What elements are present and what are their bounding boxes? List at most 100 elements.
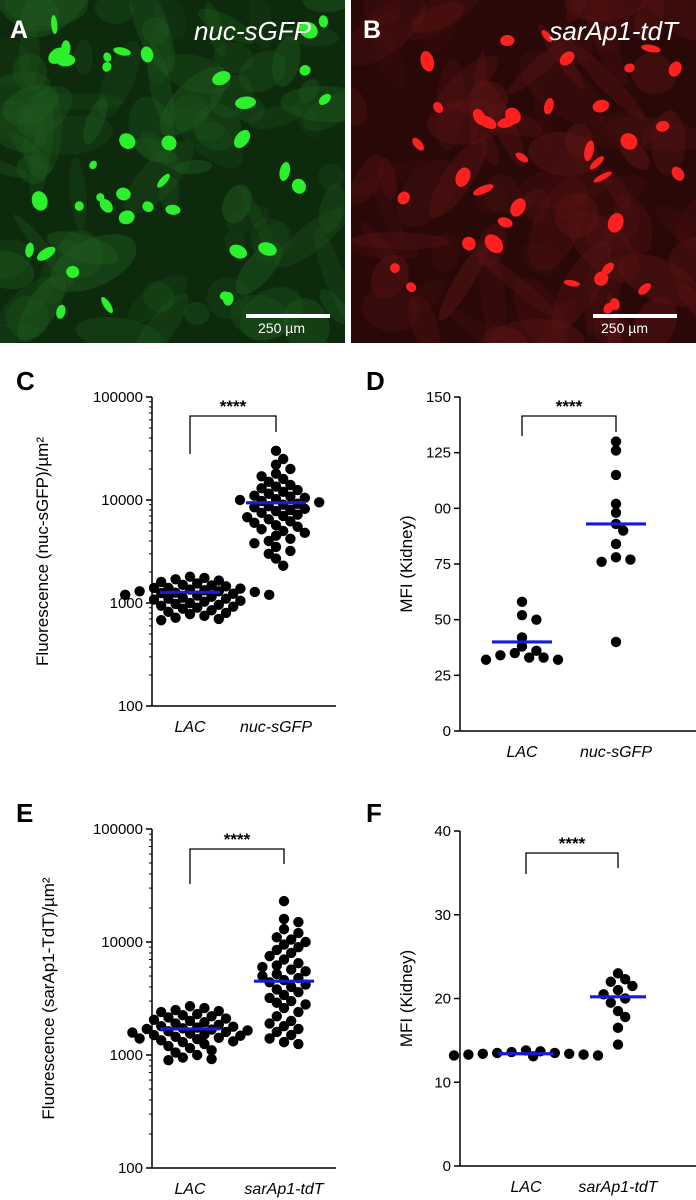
data-point: [213, 599, 224, 611]
nucleus-spot: [462, 236, 476, 251]
data-point: [270, 468, 282, 479]
tissue-texture: [198, 8, 256, 44]
data-point: [293, 1023, 304, 1035]
data-point: [286, 981, 297, 993]
tissue-texture: [378, 157, 397, 201]
nucleus-spot: [390, 263, 400, 273]
nucleus-spot: [102, 61, 112, 72]
y-tick-label: 10: [434, 1074, 451, 1091]
tissue-texture: [483, 325, 528, 343]
data-point: [228, 1021, 239, 1032]
nucleus-spot: [397, 191, 410, 205]
nucleus-spot: [584, 140, 595, 162]
tissue-texture: [557, 175, 648, 221]
chart-c-fluorescence-nuc-sgfp: 100 1000 10000 100000 Fluorescence (nuc-sGFP…: [33, 389, 336, 736]
y-tick-label: 00: [434, 500, 451, 517]
data-point: [612, 1039, 624, 1050]
tissue-texture: [248, 104, 302, 130]
tissue-texture: [0, 276, 57, 327]
data-point: [592, 1050, 604, 1061]
data-point: [177, 1036, 188, 1048]
tissue-texture: [169, 94, 209, 132]
data-point: [292, 484, 303, 496]
nucleus-spot: [484, 234, 504, 254]
data-point: [192, 578, 203, 589]
scale-label-a: 250 µm: [258, 320, 305, 336]
significance-label: ****: [556, 397, 583, 416]
data-point: [610, 445, 622, 456]
data-point: [299, 492, 310, 504]
micrograph-nuc-sgfp: A nuc-sGFP 250 µm: [0, 0, 345, 343]
tissue-texture: [302, 92, 345, 131]
nucleus-spot: [31, 191, 48, 211]
data-point: [148, 594, 160, 605]
panel-letter-b: B: [363, 16, 382, 44]
data-point: [134, 586, 145, 597]
tissue-texture: [408, 295, 440, 343]
tissue-texture: [674, 189, 696, 241]
data-point: [286, 1029, 297, 1041]
data-point: [235, 583, 246, 594]
tissue-texture: [29, 102, 54, 203]
tissue-texture: [238, 50, 287, 93]
nucleus-spot: [318, 93, 331, 105]
tissue-texture: [634, 0, 665, 40]
tissue-texture: [520, 242, 561, 276]
data-point: [516, 596, 528, 608]
tissue-texture: [213, 42, 254, 74]
data-point: [228, 1036, 239, 1047]
tissue-texture: [593, 312, 618, 343]
tissue-texture: [147, 22, 172, 85]
y-tick-label: 0: [443, 1158, 451, 1175]
nucleus-spot: [592, 99, 610, 113]
tissue-texture: [606, 316, 634, 343]
y-tick-label: 20: [434, 991, 451, 1008]
data-point: [314, 497, 325, 508]
data-point: [228, 601, 239, 612]
tissue-texture: [319, 288, 345, 325]
tissue-texture: [46, 231, 119, 265]
tissue-texture: [193, 103, 242, 151]
tissue-texture: [517, 164, 611, 209]
tissue-texture: [134, 137, 177, 164]
nucleus-spot: [234, 130, 251, 149]
tissue-texture: [378, 11, 407, 52]
data-point: [610, 507, 622, 518]
data-point: [278, 473, 289, 485]
data-point: [610, 436, 622, 447]
nucleus-spot: [668, 61, 682, 77]
y-tick-label: 30: [434, 907, 451, 924]
data-point: [620, 974, 631, 985]
data-point: [220, 1013, 232, 1024]
y-tick-label: 125: [426, 445, 451, 462]
nucleus-spot: [116, 187, 131, 201]
tissue-texture: [0, 101, 48, 153]
y-tick-label: 100: [118, 1160, 143, 1177]
data-point: [242, 512, 253, 523]
nucleus-spot: [74, 201, 84, 211]
data-point: [184, 571, 196, 582]
tissue-texture: [12, 53, 48, 92]
data-point: [256, 524, 267, 535]
nucleus-spot: [101, 297, 113, 314]
data-point: [285, 463, 296, 475]
data-point: [234, 494, 246, 506]
tissue-texture: [361, 286, 420, 332]
data-point: [271, 968, 282, 980]
tissue-texture: [75, 316, 164, 343]
tissue-texture: [20, 107, 42, 135]
data-point: [263, 488, 274, 499]
panel-letter-c: C: [16, 366, 35, 396]
data-point: [495, 650, 506, 661]
nucleus-spot: [624, 63, 635, 73]
significance-label: ****: [559, 834, 586, 853]
data-point: [605, 976, 616, 987]
data-point: [235, 1030, 246, 1041]
data-point: [524, 652, 535, 663]
significance-bracket: [525, 852, 619, 874]
tissue-texture: [566, 0, 590, 24]
nucleus-spot: [656, 120, 670, 132]
data-point: [293, 916, 304, 928]
nucleus-spot: [299, 64, 311, 76]
data-point: [516, 632, 528, 643]
